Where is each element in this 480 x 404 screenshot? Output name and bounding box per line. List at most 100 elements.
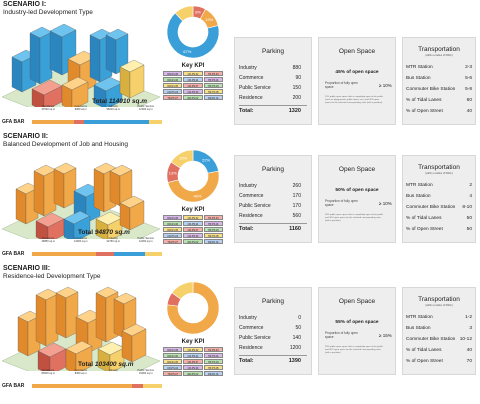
parking-total-row: Total: 1160 (239, 225, 307, 233)
gfa-segment-name: Commerce (74, 105, 88, 108)
building-7 (31, 79, 63, 107)
kpi-cell: CR-PS.09 (183, 233, 203, 238)
building-5-left (89, 34, 101, 83)
parking-row-label: Residence (239, 213, 263, 219)
building-7 (35, 212, 65, 239)
parking-row-label: Commerce (239, 75, 264, 81)
total-value: 114010 sq.m (108, 98, 148, 105)
transport-row-label: Bus Station (406, 326, 431, 331)
parking-title: Parking (261, 166, 285, 173)
building-9-left (97, 348, 111, 371)
open-space-title: Open Space (338, 298, 376, 305)
kpi-donut (166, 281, 220, 335)
parking-row-label: Public Service (239, 203, 271, 209)
parking-total-value: 1390 (288, 358, 301, 364)
transport-row-label: % of Open Street (406, 109, 443, 114)
scenario-subtitle: Balanced Development of Job and Housing (3, 141, 129, 148)
transport-row: MTR Station 2 (406, 182, 472, 190)
gfa-segment-value: 37000 sq.m (41, 108, 56, 111)
parking-row-value: 560 (292, 213, 301, 219)
gfa-segment-name: Commerce (74, 369, 88, 372)
building-2-left (29, 32, 41, 85)
gfa-segment-label: Public Service 15000 sq.m (130, 369, 163, 379)
total-gfa: Total 94870 sq.m (78, 229, 130, 236)
transport-row: Commuter Bike Station 8-10 (406, 204, 472, 212)
building-10 (121, 323, 147, 363)
kpi-cell: ER-PS.02 (183, 95, 203, 100)
kpi-cell: CR-PS.07 (183, 359, 203, 364)
isometric-model (2, 23, 160, 107)
total-label: Total (78, 229, 94, 236)
transport-row-value: 4 (469, 194, 472, 199)
parking-row-value: 880 (292, 65, 301, 71)
kpi-grid: DR-R1.08 CR-PS.02 TR-PS.03 DR-R1.06 CR-PS.01… (163, 71, 223, 100)
kpi-cell: HP-PS.03 (203, 359, 223, 364)
transport-title: Transportation (418, 296, 460, 303)
parking-total-label: Total: (239, 108, 254, 114)
building-8 (65, 340, 93, 371)
gfa-segment-name: Industry (108, 237, 118, 240)
building-3-left (55, 292, 67, 339)
transport-row-label: MTR Station (406, 65, 433, 70)
building-8-left (61, 84, 73, 107)
kpi-cell: TR-PS.03 (203, 347, 223, 352)
gfa-label: GFA BAR (2, 383, 25, 389)
building-1-left (11, 56, 23, 93)
kpi-cell: DR-R1.05 (163, 227, 183, 232)
gfa-segment-label: Commerce 8400 sq.m (65, 369, 98, 379)
gfa-segment-name: Residence (42, 105, 55, 108)
kpi-cell: HP-PS.05 (203, 233, 223, 238)
transport-panel: Transportation (within a radius of 500m) M… (402, 155, 476, 243)
transport-panel: Transportation (within a radius of 500m) M… (402, 287, 476, 375)
gfa-segment-value: 12260 sq.m (138, 240, 153, 243)
gfa-segment (84, 120, 149, 124)
gfa-segment-label: Commerce 9000 sq.m (65, 105, 98, 115)
transport-row-value: 8-10 (462, 205, 472, 210)
building-9 (93, 76, 123, 107)
open-space-main: 50% of open space (335, 188, 379, 193)
transport-row-label: Bus Station (406, 194, 431, 199)
transport-row-value: 10-12 (459, 337, 472, 342)
kpi-cell: DR-R1.06 (163, 221, 183, 226)
kpi-cell: ER-PS.02 (183, 239, 203, 244)
parking-row-value: 1200 (289, 345, 301, 351)
parking-row-value: 0 (298, 315, 301, 321)
kpi-cell: CR-PS.09 (183, 89, 203, 94)
transport-row-label: Commuter Bike Station (406, 87, 456, 92)
building-8-right (71, 81, 89, 107)
parking-row-value: 170 (292, 193, 301, 199)
gfa-segment-value: 56010 sq.m (106, 108, 121, 111)
building-1 (17, 310, 41, 357)
transport-row-label: % of Tidal Lanes (406, 98, 442, 103)
parking-total-row: Total: 1320 (239, 107, 307, 115)
parking-total-label: Total: (239, 358, 254, 364)
total-value: 94870 sq.m (94, 229, 130, 236)
parking-row: Commerce 170 (239, 192, 307, 200)
parking-divider (239, 105, 307, 106)
kpi-title: Key KPI (181, 63, 205, 69)
kpi-cell: DR-R1.06 (163, 77, 183, 82)
building-10-left (121, 330, 133, 363)
donut-slice (166, 12, 220, 59)
open-space-panel: Open Space 50% of open space Proportion of… (318, 155, 396, 243)
building-7-left (31, 88, 45, 107)
kpi-cell: HP-PS.05 (203, 89, 223, 94)
parking-row-label: Industry (239, 183, 257, 189)
building-9-right (109, 347, 125, 371)
kpi-cell: DR-R1.05 (163, 83, 183, 88)
parking-panel: Parking Industry 260 Commerce 170 Public Serv… (234, 155, 312, 243)
donut-label: 8% (195, 10, 201, 15)
building-9-left (93, 84, 107, 107)
kpi-title: Key KPI (181, 207, 205, 213)
transport-row-label: MTR Station (406, 183, 433, 188)
parking-row-label: Industry (239, 65, 257, 71)
gfa-segment (32, 384, 133, 388)
transport-row-value: 40 (466, 348, 472, 353)
transport-row-value: 2 (469, 183, 472, 188)
building-5-left (95, 292, 107, 343)
gfa-bar (32, 120, 162, 124)
total-label: Total (78, 361, 94, 368)
kpi-donut: 8% 13% 67% (166, 5, 220, 59)
kpi-cell: CR-PS.04 (163, 233, 183, 238)
kpi-donut: 22% 49% 13% 15% (166, 149, 220, 203)
